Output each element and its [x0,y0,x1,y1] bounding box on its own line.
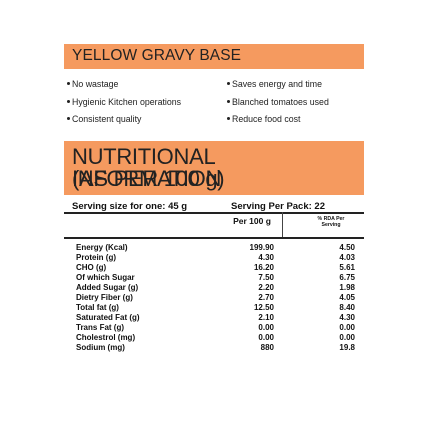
serving-size: Serving size for one: 45 g [72,201,188,212]
feature-item: Hygienic Kitchen operations [67,94,181,112]
nutrition-title-banner: NUTRITIONAL INFORMATION (AS PER 100 g) [64,141,364,195]
table-header-rule [64,237,364,239]
feature-item: Reduce food cost [227,111,329,129]
feature-column-left: No wastage Hygienic Kitchen operations C… [67,76,181,129]
nutrition-title: NUTRITIONAL INFORMATION [72,144,222,191]
table-row: Of which Sugar 7.50 6.75 [76,273,355,282]
bullet-icon [67,117,70,121]
product-title: YELLOW GRAVY BASE [72,47,242,64]
feature-item: No wastage [67,76,181,94]
header-divider [282,212,283,237]
table-row: Total fat (g) 12.50 8.40 [76,303,355,312]
table-row: Saturated Fat (g) 2.10 4.30 [76,313,355,322]
nutrition-subtitle: (AS PER 100 g) [72,166,225,191]
column-header-rda: % RDA Per Serving [317,216,345,228]
table-row: Cholestrol (mg) 0.00 0.00 [76,333,355,342]
table-row: Protein (g) 4.30 4.03 [76,253,355,262]
table-row: Energy (Kcal) 199.90 4.50 [76,243,355,252]
feature-column-right: Saves energy and time Blanched tomatoes … [227,76,329,129]
feature-item: Saves energy and time [227,76,329,94]
table-row: CHO (g) 16.20 5.61 [76,263,355,272]
feature-item: Blanched tomatoes used [227,94,329,112]
table-top-rule [64,212,364,214]
table-row: Added Sugar (g) 2.20 1.98 [76,283,355,292]
product-title-banner: YELLOW GRAVY BASE [64,44,364,69]
bullet-icon [67,82,70,85]
table-row: Sodium (mg) 880 19.8 [76,343,355,352]
bullet-icon [227,99,230,103]
feature-item: Consistent quality [67,111,181,129]
bullet-icon [227,82,230,85]
bullet-icon [227,117,230,121]
column-header-per-100g: Per 100 g [233,216,271,226]
table-row: Dietry Fiber (g) 2.70 4.05 [76,293,355,302]
table-row: Trans Fat (g) 0.00 0.00 [76,323,355,332]
servings-per-pack: Serving Per Pack: 22 [231,201,325,212]
nutrition-table: Energy (Kcal) 199.90 4.50 Protein (g) 4.30 4… [64,243,364,353]
bullet-icon [67,99,70,103]
